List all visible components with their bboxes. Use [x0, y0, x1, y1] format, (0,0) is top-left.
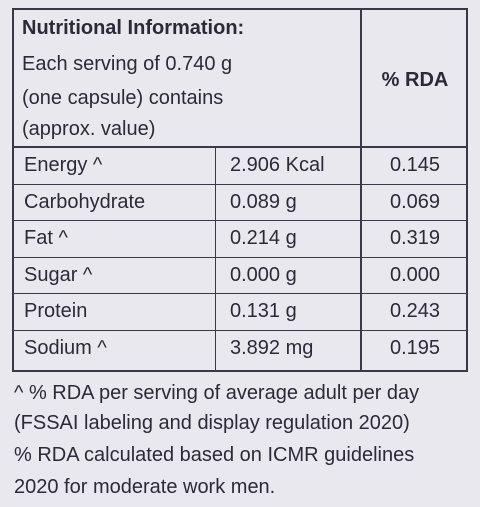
row-divider [12, 256, 468, 258]
column-divider [215, 146, 216, 372]
row-divider [12, 220, 468, 221]
nutrient-amount: 0.131 g [230, 300, 297, 322]
nutrient-name: Fat ^ [24, 227, 68, 249]
nutrient-rda: 0.069 [389, 190, 441, 213]
nutrient-amount: 2.906 Kcal [230, 154, 325, 176]
row-divider [12, 293, 468, 294]
nutrient-name: Energy ^ [24, 154, 103, 176]
header-line: (approx. value) [22, 118, 156, 140]
footnote-line: % RDA calculated based on ICMR guideline… [14, 444, 415, 466]
nutrient-amount: 0.089 g [230, 190, 297, 213]
nutrient-name: Sugar ^ [24, 263, 93, 286]
nutrient-rda: 0.000 [389, 263, 441, 286]
nutrient-name: Protein [24, 300, 88, 322]
nutrient-amount: 0.000 g [230, 263, 297, 286]
nutrient-rda: 0.195 [389, 336, 441, 359]
column-divider [360, 8, 362, 372]
nutrient-rda: 0.319 [389, 227, 441, 249]
nutrient-name: Carbohydrate [24, 190, 146, 213]
rda-header: % RDA [381, 69, 449, 91]
row-divider [12, 146, 468, 148]
header-line: Each serving of 0.740 g [22, 53, 233, 75]
nutrient-name: Sodium ^ [24, 336, 107, 359]
footnote-line: ^ % RDA per serving of average adult per… [14, 382, 420, 404]
header-line: (one capsule) contains [22, 87, 224, 109]
row-divider [12, 183, 468, 185]
row-divider [12, 329, 468, 331]
nutrition-table [12, 8, 468, 372]
table-title: Nutritional Information: [22, 17, 245, 39]
footnote-line: (FSSAI labeling and display regulation 2… [14, 412, 410, 434]
nutrient-rda: 0.145 [389, 154, 441, 176]
nutrient-amount: 3.892 mg [230, 336, 314, 359]
footnote-line: 2020 for moderate work men. [14, 476, 276, 498]
nutrient-amount: 0.214 g [230, 227, 297, 249]
nutrient-rda: 0.243 [389, 300, 441, 322]
